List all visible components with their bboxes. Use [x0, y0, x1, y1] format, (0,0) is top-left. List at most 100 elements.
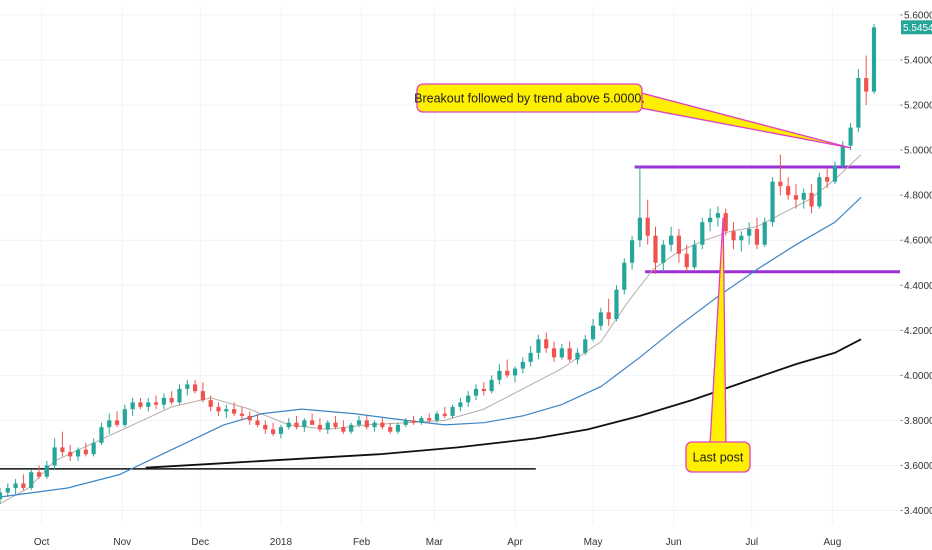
candle[interactable]	[177, 384, 182, 405]
candle[interactable]	[544, 332, 549, 353]
candle[interactable]	[661, 240, 666, 272]
candle[interactable]	[91, 438, 96, 457]
candle[interactable]	[99, 422, 104, 446]
candle[interactable]	[169, 391, 174, 405]
candle[interactable]	[403, 418, 408, 428]
breakout-callout[interactable]	[416, 83, 643, 113]
candle[interactable]	[668, 226, 674, 252]
candle[interactable]	[825, 168, 830, 189]
candle[interactable]	[801, 188, 806, 209]
candle[interactable]	[622, 258, 627, 295]
candle[interactable]	[29, 469, 34, 491]
candle[interactable]	[856, 69, 861, 133]
candle[interactable]	[583, 334, 588, 356]
candle[interactable]	[255, 413, 260, 428]
candle[interactable]	[341, 420, 346, 434]
candle[interactable]	[700, 217, 705, 250]
candle[interactable]	[161, 393, 166, 410]
candle[interactable]	[536, 334, 541, 360]
candle[interactable]	[427, 413, 432, 423]
candle[interactable]	[286, 418, 291, 430]
candle[interactable]	[684, 244, 689, 272]
candle[interactable]	[575, 348, 580, 365]
candle[interactable]	[715, 206, 721, 227]
candle[interactable]	[310, 413, 315, 425]
candle[interactable]	[380, 418, 385, 430]
candle[interactable]	[185, 379, 190, 396]
candle[interactable]	[848, 123, 853, 151]
candle[interactable]	[395, 422, 401, 434]
candle[interactable]	[247, 411, 252, 425]
candle[interactable]	[224, 404, 229, 419]
candle[interactable]	[598, 307, 603, 331]
candle[interactable]	[5, 483, 10, 497]
candle[interactable]	[871, 24, 877, 94]
price-axis[interactable]: 5.60000 5.40000 5.20000 5.00000 4.80000 4.600…	[900, 11, 932, 517]
candle[interactable]	[747, 222, 752, 245]
candle[interactable]	[200, 382, 205, 403]
candle[interactable]	[44, 460, 49, 479]
candle[interactable]	[653, 226, 658, 275]
candle[interactable]	[473, 384, 479, 401]
candle[interactable]	[739, 231, 744, 252]
candle[interactable]	[36, 465, 42, 479]
candle[interactable]	[294, 415, 299, 430]
candle[interactable]	[114, 411, 120, 428]
candle[interactable]	[21, 474, 26, 491]
last-post-callout[interactable]	[685, 441, 751, 473]
candle[interactable]	[138, 397, 143, 410]
candle[interactable]	[372, 420, 377, 432]
candle[interactable]	[559, 343, 564, 360]
candle[interactable]	[762, 217, 767, 247]
candle[interactable]	[434, 411, 440, 423]
candle[interactable]	[770, 177, 775, 227]
candle[interactable]	[364, 415, 369, 430]
candle[interactable]	[778, 154, 783, 196]
candle[interactable]	[208, 395, 213, 412]
candle[interactable]	[793, 183, 799, 209]
candle[interactable]	[349, 422, 354, 434]
candle[interactable]	[317, 418, 323, 432]
candle[interactable]	[817, 172, 822, 209]
candle[interactable]	[567, 341, 572, 362]
candle[interactable]	[75, 447, 81, 461]
candle[interactable]	[122, 404, 127, 428]
candle[interactable]	[786, 177, 791, 200]
candle[interactable]	[263, 420, 268, 434]
candle[interactable]	[606, 298, 611, 326]
candle[interactable]	[466, 391, 471, 407]
candle[interactable]	[83, 442, 88, 457]
candle[interactable]	[864, 55, 869, 106]
candle[interactable]	[505, 359, 510, 378]
candle[interactable]	[590, 319, 596, 342]
candle[interactable]	[645, 199, 650, 245]
candle[interactable]	[52, 438, 57, 470]
candle[interactable]	[232, 402, 237, 416]
candle[interactable]	[146, 397, 151, 412]
candle[interactable]	[278, 424, 284, 439]
candle[interactable]	[442, 406, 447, 419]
candle[interactable]	[450, 404, 455, 419]
candle[interactable]	[388, 422, 393, 434]
candle[interactable]	[302, 418, 307, 432]
candle[interactable]	[754, 217, 760, 250]
candle[interactable]	[239, 406, 245, 421]
candle[interactable]	[419, 415, 424, 425]
candle[interactable]	[692, 240, 697, 270]
candle[interactable]	[497, 364, 502, 385]
candle[interactable]	[68, 445, 73, 461]
candle[interactable]	[629, 235, 635, 270]
candle[interactable]	[130, 397, 135, 416]
candle[interactable]	[614, 285, 619, 322]
candle[interactable]	[60, 431, 65, 457]
candle[interactable]	[0, 487, 3, 504]
candle[interactable]	[832, 161, 838, 184]
candle[interactable]	[458, 397, 463, 412]
candle[interactable]	[271, 422, 276, 437]
candle[interactable]	[551, 341, 557, 362]
candle[interactable]	[356, 415, 362, 428]
candle[interactable]	[512, 366, 518, 383]
candle[interactable]	[731, 222, 736, 250]
candle[interactable]	[325, 420, 330, 434]
